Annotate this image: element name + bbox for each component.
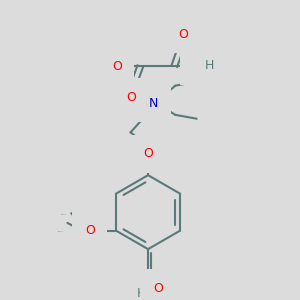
Text: methoxy: methoxy: [58, 230, 64, 232]
Text: O: O: [153, 282, 163, 295]
Text: H: H: [136, 287, 146, 300]
Text: O: O: [127, 91, 136, 104]
Text: H: H: [205, 59, 214, 72]
Text: methoxy_label: methoxy_label: [61, 202, 72, 204]
Text: N: N: [149, 97, 159, 110]
Text: O: O: [143, 147, 153, 160]
Text: H: H: [103, 59, 112, 72]
Text: O: O: [178, 28, 188, 40]
Text: O: O: [85, 224, 95, 237]
Text: O: O: [193, 60, 202, 73]
Text: O: O: [112, 60, 122, 73]
Text: methoxy: methoxy: [61, 214, 68, 215]
